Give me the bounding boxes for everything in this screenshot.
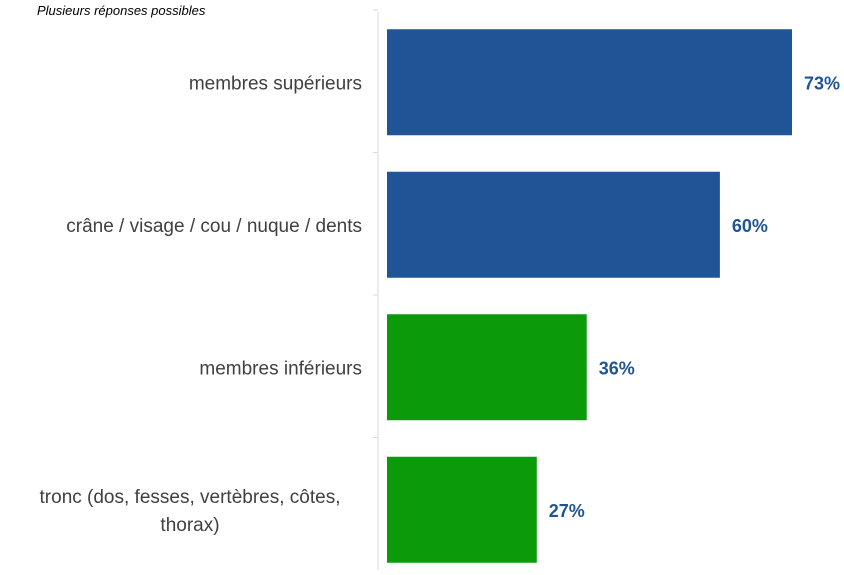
category-label-line: crâne / visage / cou / nuque / dents (66, 216, 362, 237)
bar (387, 29, 792, 136)
bar (387, 314, 587, 421)
category-label: membres supérieurs (189, 73, 362, 94)
category-label-line: tronc (dos, fesses, vertèbres, côtes, (40, 487, 341, 508)
chart-note: Plusieurs réponses possibles (37, 3, 206, 18)
category-label-line: membres inférieurs (199, 358, 362, 379)
bar (387, 171, 720, 278)
category-label-line: thorax) (160, 515, 219, 536)
category-label: crâne / visage / cou / nuque / dents (66, 216, 362, 237)
data-label: 27% (549, 501, 585, 521)
bar (387, 456, 537, 563)
category-label-line: membres supérieurs (189, 73, 362, 94)
data-label: 36% (599, 358, 635, 378)
data-label: 60% (732, 216, 768, 236)
category-label: tronc (dos, fesses, vertèbres, côtes, tho… (40, 487, 341, 536)
category-label: membres inférieurs (199, 358, 362, 379)
data-label: 73% (804, 73, 840, 93)
